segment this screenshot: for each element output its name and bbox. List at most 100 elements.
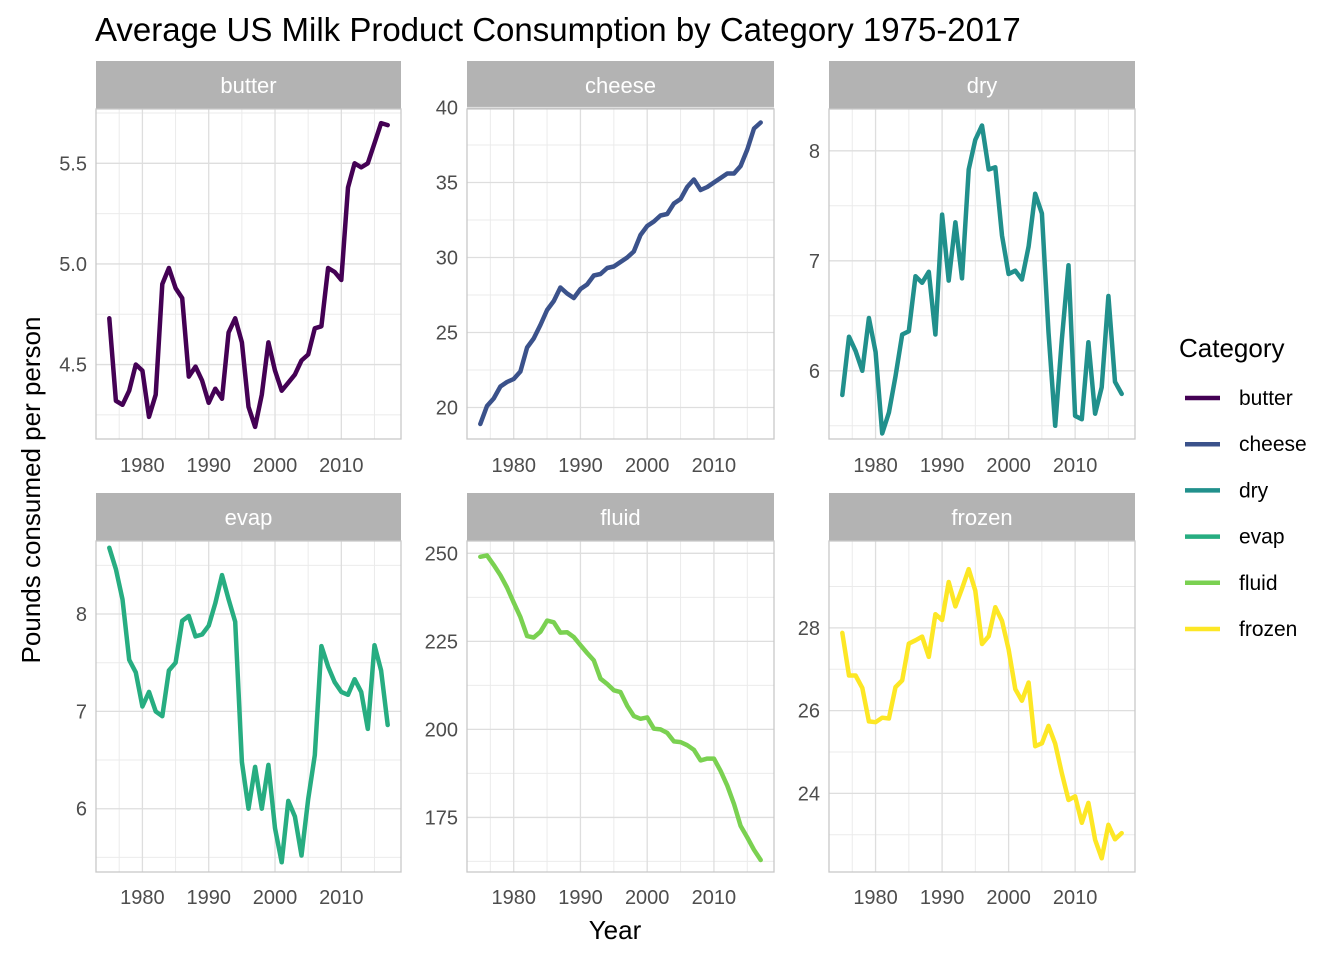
legend-label: frozen bbox=[1239, 618, 1297, 641]
x-tick-label: 1990 bbox=[558, 887, 603, 909]
y-tick-label: 5.5 bbox=[59, 153, 87, 175]
facet-strip bbox=[467, 61, 774, 109]
grid-lines bbox=[467, 541, 774, 872]
x-axis-label: Year bbox=[589, 915, 642, 945]
legend-label: dry bbox=[1239, 479, 1269, 502]
y-tick-label: 30 bbox=[436, 248, 458, 270]
y-tick-label: 6 bbox=[76, 799, 87, 821]
y-tick-label: 35 bbox=[436, 173, 458, 195]
facet-strip bbox=[467, 493, 774, 541]
y-tick-label: 225 bbox=[425, 631, 458, 653]
legend-item-cheese: cheese bbox=[1185, 433, 1307, 456]
facet-strip-label: cheese bbox=[585, 73, 656, 98]
x-tick-label: 1980 bbox=[491, 455, 536, 477]
y-tick-label: 26 bbox=[798, 701, 820, 723]
series-line-dry bbox=[840, 123, 1124, 436]
x-tick-label: 2010 bbox=[692, 455, 737, 477]
x-tick-label: 2000 bbox=[986, 887, 1031, 909]
y-tick-label: 5.0 bbox=[59, 254, 87, 276]
legend-label: evap bbox=[1239, 526, 1285, 549]
chart-title: Average US Milk Product Consumption by C… bbox=[95, 11, 1021, 48]
facet-strip-label: frozen bbox=[951, 505, 1012, 530]
y-tick-label: 250 bbox=[425, 543, 458, 565]
x-tick-label: 2000 bbox=[625, 887, 670, 909]
grid-lines bbox=[829, 541, 1135, 872]
y-tick-label: 8 bbox=[76, 604, 87, 626]
series-line-fluid bbox=[478, 553, 763, 863]
panel-border bbox=[95, 108, 402, 440]
legend-item-frozen: frozen bbox=[1185, 618, 1297, 641]
legend-item-dry: dry bbox=[1185, 479, 1269, 502]
x-tick-label: 1990 bbox=[186, 455, 231, 477]
panel-border bbox=[95, 540, 402, 873]
x-tick-label: 2000 bbox=[253, 887, 298, 909]
x-tick-label: 1990 bbox=[186, 887, 231, 909]
y-tick-label: 175 bbox=[425, 807, 458, 829]
grid-lines bbox=[829, 109, 1135, 439]
facet-butter: butter 4.5 5.0 5.5 1980 1990 2000 2010 bbox=[59, 61, 402, 477]
x-tick-label: 2010 bbox=[319, 887, 364, 909]
x-tick-label: 1990 bbox=[558, 455, 603, 477]
legend: Category butter cheese dry evap fluid frozen bbox=[1179, 333, 1307, 641]
facet-fluid: fluid 175 200 225 250 1980 1990 2000 2010 bbox=[425, 493, 775, 909]
x-tick-label: 2010 bbox=[692, 887, 737, 909]
legend-items: butter cheese dry evap fluid frozen bbox=[1185, 387, 1307, 641]
y-tick-label: 40 bbox=[436, 98, 458, 120]
y-axis-label: Pounds consumed per person bbox=[16, 317, 46, 664]
x-tick-label: 1980 bbox=[853, 887, 898, 909]
y-tick-label: 28 bbox=[798, 618, 820, 640]
facet-panels: butter 4.5 5.0 5.5 1980 1990 2000 2010 cheese 20 2… bbox=[59, 61, 1136, 909]
y-tick-label: 20 bbox=[436, 398, 458, 420]
facet-strip-label: dry bbox=[967, 73, 998, 98]
legend-item-evap: evap bbox=[1185, 526, 1285, 549]
y-tick-label: 25 bbox=[436, 323, 458, 345]
facet-dry: dry 6 7 8 1980 1990 2000 2010 bbox=[809, 61, 1136, 477]
legend-item-butter: butter bbox=[1185, 387, 1293, 410]
facet-evap: evap 6 7 8 1980 1990 2000 2010 bbox=[76, 493, 402, 909]
x-tick-label: 1980 bbox=[120, 455, 165, 477]
facet-frozen: frozen 24 26 28 1980 1990 2000 2010 bbox=[798, 493, 1136, 909]
y-tick-label: 4.5 bbox=[59, 355, 87, 377]
legend-item-fluid: fluid bbox=[1185, 572, 1278, 595]
facet-strip bbox=[96, 493, 401, 541]
y-tick-label: 24 bbox=[798, 783, 820, 805]
legend-label: cheese bbox=[1239, 433, 1307, 456]
y-tick-label: 7 bbox=[809, 251, 820, 273]
x-tick-label: 2010 bbox=[319, 455, 364, 477]
legend-label: butter bbox=[1239, 387, 1293, 410]
x-tick-label: 1990 bbox=[920, 887, 965, 909]
facet-strip-label: evap bbox=[225, 505, 273, 530]
series-line-butter bbox=[107, 120, 390, 430]
x-tick-label: 2000 bbox=[986, 455, 1031, 477]
y-tick-label: 200 bbox=[425, 719, 458, 741]
panel-border bbox=[828, 540, 1136, 873]
grid-lines bbox=[96, 541, 401, 872]
facet-strip-label: butter bbox=[220, 73, 276, 98]
y-tick-label: 8 bbox=[809, 141, 820, 163]
legend-label: fluid bbox=[1239, 572, 1278, 595]
series-line-cheese bbox=[478, 120, 763, 427]
x-tick-label: 1980 bbox=[120, 887, 165, 909]
facet-strip bbox=[96, 61, 401, 109]
y-tick-label: 6 bbox=[809, 361, 820, 383]
x-tick-label: 2010 bbox=[1053, 455, 1098, 477]
panel-border bbox=[466, 540, 775, 873]
facet-strip-label: fluid bbox=[600, 505, 640, 530]
grid-lines bbox=[467, 106, 774, 439]
series-line-frozen bbox=[840, 566, 1124, 861]
facet-strip bbox=[829, 61, 1135, 109]
panel-border bbox=[466, 108, 775, 440]
x-tick-label: 2000 bbox=[253, 455, 298, 477]
legend-title: Category bbox=[1179, 333, 1285, 363]
y-tick-label: 7 bbox=[76, 701, 87, 723]
series-line-evap bbox=[107, 545, 390, 865]
x-tick-label: 1980 bbox=[491, 887, 536, 909]
facet-cheese: cheese 20 25 30 35 40 1980 1990 2000 2010 bbox=[436, 61, 775, 477]
panel-border bbox=[828, 108, 1136, 440]
x-tick-label: 2000 bbox=[625, 455, 670, 477]
x-tick-label: 1980 bbox=[853, 455, 898, 477]
facet-strip bbox=[829, 493, 1135, 541]
x-tick-label: 2010 bbox=[1053, 887, 1098, 909]
x-tick-label: 1990 bbox=[920, 455, 965, 477]
